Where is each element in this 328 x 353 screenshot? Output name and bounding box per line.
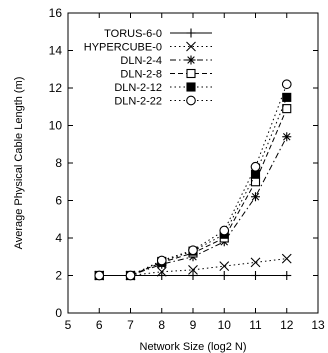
x-tick-label: 13 bbox=[311, 318, 325, 332]
x-tick-label: 12 bbox=[280, 318, 294, 332]
data-point bbox=[251, 271, 260, 280]
y-tick-label: 10 bbox=[49, 119, 63, 133]
data-point bbox=[188, 264, 198, 275]
legend-label: HYPERCUBE-0 bbox=[84, 42, 162, 54]
data-point bbox=[250, 257, 261, 268]
data-point bbox=[282, 271, 292, 280]
legend-marker bbox=[186, 95, 196, 106]
data-point bbox=[250, 177, 261, 187]
series-dln-2-22 bbox=[94, 79, 292, 281]
legend-item: TORUS-6-0 bbox=[104, 28, 212, 40]
x-tick-label: 9 bbox=[190, 318, 197, 332]
data-point bbox=[125, 270, 136, 281]
data-point bbox=[281, 253, 292, 264]
y-tick-label: 0 bbox=[55, 306, 62, 320]
legend-marker bbox=[186, 82, 196, 92]
y-tick-label: 6 bbox=[55, 194, 62, 208]
x-tick-label: 10 bbox=[218, 318, 232, 332]
legend-item: DLN-2-22 bbox=[114, 96, 212, 108]
data-point bbox=[156, 255, 167, 266]
legend-marker bbox=[186, 41, 196, 52]
y-tick-label: 14 bbox=[49, 44, 63, 58]
plot-area bbox=[94, 79, 292, 281]
data-point bbox=[219, 225, 230, 236]
data-point bbox=[188, 245, 198, 256]
data-point bbox=[94, 270, 105, 281]
legend: TORUS-6-0HYPERCUBE-0DLN-2-4DLN-2-8DLN-2-… bbox=[84, 28, 212, 108]
data-point bbox=[219, 271, 229, 280]
legend-item: DLN-2-8 bbox=[120, 69, 212, 81]
x-tick-label: 6 bbox=[96, 318, 103, 332]
y-axis-label: Average Physical Cable Length (m) bbox=[13, 77, 25, 250]
y-tick-label: 4 bbox=[55, 231, 62, 245]
y-tick-label: 12 bbox=[49, 81, 63, 95]
x-tick-label: 7 bbox=[127, 318, 134, 332]
legend-marker bbox=[186, 68, 196, 79]
series-dln-2-4 bbox=[94, 132, 292, 280]
legend-label: TORUS-6-0 bbox=[104, 28, 162, 40]
data-point bbox=[281, 79, 292, 90]
legend-label: DLN-2-8 bbox=[120, 69, 162, 81]
x-tick-label: 11 bbox=[249, 318, 262, 332]
data-point bbox=[219, 261, 230, 272]
data-point bbox=[251, 192, 260, 202]
data-point bbox=[282, 104, 292, 114]
legend-item: HYPERCUBE-0 bbox=[84, 42, 212, 54]
y-tick-label: 8 bbox=[55, 156, 62, 170]
legend-label: DLN-2-4 bbox=[120, 55, 162, 67]
y-tick-label: 16 bbox=[49, 6, 63, 20]
x-tick-label: 8 bbox=[158, 318, 165, 332]
legend-label: DLN-2-12 bbox=[114, 82, 162, 94]
x-axis-label: Network Size (log2 N) bbox=[140, 341, 247, 353]
data-point bbox=[250, 161, 261, 172]
data-point bbox=[156, 266, 167, 277]
data-point bbox=[188, 271, 198, 280]
y-tick-label: 2 bbox=[55, 269, 62, 283]
legend-item: DLN-2-4 bbox=[120, 55, 212, 67]
legend-marker bbox=[186, 55, 196, 65]
legend-item: DLN-2-12 bbox=[114, 82, 212, 94]
data-point bbox=[282, 92, 292, 102]
data-point bbox=[282, 132, 292, 142]
x-tick-label: 5 bbox=[65, 318, 72, 332]
legend-marker bbox=[186, 28, 196, 38]
axes: 5 6 7 8 9 10 11 12 13 0 2 4 6 8 10 12 14 16 bbox=[49, 6, 325, 332]
legend-label: DLN-2-22 bbox=[114, 96, 162, 108]
